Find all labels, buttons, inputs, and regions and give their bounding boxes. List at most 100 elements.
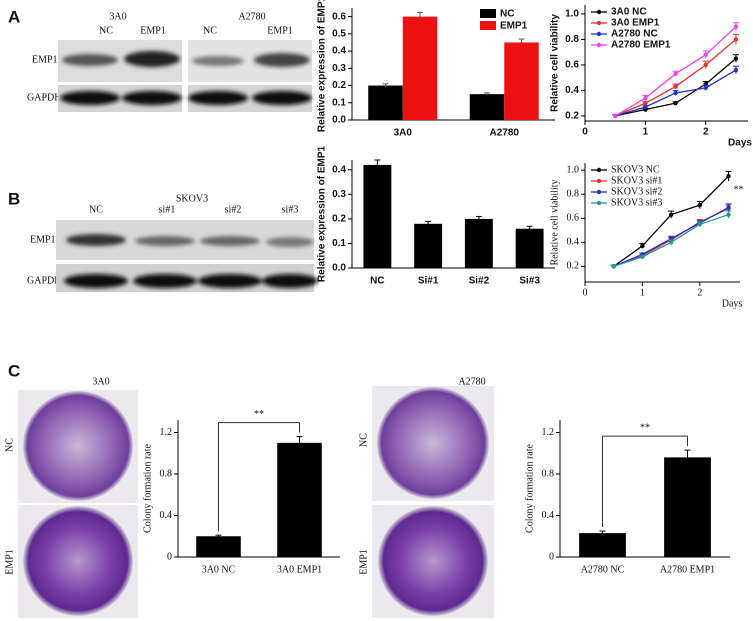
x-tick-label: 0 [583, 287, 588, 298]
x-tick-label: Si#2 [469, 276, 490, 287]
lane-label: NC [99, 25, 113, 36]
chart: 0 0.4 0.8 1.2 Colony formation rate A2780 NC A… [524, 420, 730, 575]
marker [733, 56, 739, 61]
y-tick-label: 0.6 [332, 11, 346, 22]
y-tick-label: 0.4 [332, 46, 346, 57]
blot-group: 3A0 [109, 11, 126, 22]
y-tick-label: 1.2 [542, 427, 555, 438]
bar [664, 457, 711, 557]
legend-marker [596, 178, 602, 184]
y-tick-label: 1.0 [567, 165, 580, 176]
chart: 0 0.4 0.8 1.2 Colony formation rate 3A0 NC 3A0… [142, 409, 340, 575]
colony-images: 3A0 A2780 NC EMP1 NC EMP1 [4, 376, 494, 618]
marker [726, 205, 731, 210]
legend-label: SKOV3 si#2 [611, 186, 662, 197]
y-tick-label: 0.1 [332, 97, 346, 108]
y-axis-label: Relative cell viability [549, 179, 560, 265]
lane-label: si#2 [225, 204, 242, 215]
bar [363, 164, 392, 268]
marker [733, 37, 739, 42]
y-tick-label: 0.2 [332, 214, 346, 225]
lane-label: EMP1 [140, 25, 166, 36]
annotation: ** [734, 185, 744, 196]
marker [640, 243, 645, 249]
legend-marker [596, 9, 602, 15]
row-label: EMP1 [30, 234, 56, 245]
bar [368, 85, 403, 120]
y-axis-label: Colony formation rate [142, 444, 153, 533]
marker [673, 71, 678, 77]
y-tick-label: 0.1 [332, 238, 346, 249]
marker [733, 67, 739, 73]
bands [60, 51, 312, 105]
x-axis-label: Days [728, 138, 752, 149]
row-label: GAPDH [27, 275, 61, 286]
legend-label: SKOV3 NC [611, 164, 660, 175]
bar [414, 223, 443, 268]
annotation: ** [254, 409, 264, 420]
y-tick-label: 0.4 [565, 85, 579, 96]
row-label: EMP1 [358, 549, 369, 575]
marker [611, 264, 616, 269]
y-tick-label: 0.2 [565, 111, 579, 122]
legend-marker [596, 42, 602, 48]
x-tick-label: 0 [582, 127, 588, 138]
y-tick-label: 0.4 [542, 510, 555, 521]
legend-label: EMP1 [500, 21, 528, 32]
x-tick-label: A2780 EMP1 [660, 564, 715, 575]
marker [726, 212, 731, 217]
blot-group: SKOV3 [176, 193, 208, 204]
y-tick-label: 0.2 [567, 261, 580, 272]
chart: 0.2 0.4 0.6 0.8 1.0 Relative cell viability Da… [550, 5, 752, 149]
chart: 0.0 0.1 0.2 0.3 0.4 0.5 0.6 Relative expression… [317, 0, 555, 139]
x-tick-label: Si#3 [519, 276, 540, 287]
legend-marker [596, 200, 602, 206]
lane-label: EMP1 [267, 25, 293, 36]
y-tick-label: 0.6 [567, 213, 580, 224]
legend-label: SKOV3 si#1 [611, 175, 662, 186]
legend-label: 3A0 NC [611, 7, 647, 18]
chart: 0.0 0.1 0.2 0.3 0.4 Relative expression of EM… [317, 145, 555, 287]
legend-label: A2780 EMP1 [611, 40, 671, 51]
x-tick-label: 1 [640, 287, 645, 298]
y-tick-label: 0.0 [332, 263, 346, 274]
lane-label: si#3 [282, 204, 299, 215]
bar [464, 218, 493, 268]
x-tick-label: 1 [643, 127, 649, 138]
y-tick-label: 0.8 [542, 468, 555, 479]
marker [673, 90, 678, 96]
y-tick-label: 0.4 [567, 237, 580, 248]
row-label: NC [4, 438, 15, 452]
y-tick-label: 0.4 [160, 510, 173, 521]
bar [277, 442, 322, 557]
bar [469, 94, 505, 120]
y-tick-label: 0.4 [332, 164, 346, 175]
legend-marker [596, 31, 602, 37]
legend-marker [596, 189, 602, 195]
y-tick-label: 0.8 [160, 468, 173, 479]
bar [402, 16, 438, 120]
y-axis-label: Relative expression of EMP1 [317, 145, 328, 282]
marker [703, 52, 708, 57]
x-tick-label: 2 [697, 287, 702, 298]
x-tick-label: 2 [703, 127, 709, 138]
panel-letter: A [8, 7, 20, 26]
marker [697, 222, 703, 227]
x-tick-label: 3A0 [394, 128, 413, 139]
row-label: NC [358, 433, 369, 447]
marker [643, 100, 648, 106]
row-label: GAPDH [27, 92, 61, 103]
chart: 0.2 0.4 0.6 0.8 1.0 Relative cell viability Da… [549, 163, 744, 309]
legend-label: SKOV3 si#3 [611, 197, 662, 208]
significance-bracket [218, 422, 300, 532]
y-tick-label: 0.3 [332, 63, 346, 74]
y-tick-label: 0.2 [332, 80, 346, 91]
blot-a: 3A0 A2780 NC EMP1 NC EMP1 EMP1 GAPDH [27, 11, 312, 112]
lane-label: si#1 [159, 204, 176, 215]
marker [673, 100, 678, 106]
legend-label: A2780 NC [611, 29, 658, 40]
x-tick-label: A2780 NC [581, 564, 625, 575]
legend-swatch [480, 9, 496, 18]
y-tick-label: 0.5 [332, 28, 346, 39]
